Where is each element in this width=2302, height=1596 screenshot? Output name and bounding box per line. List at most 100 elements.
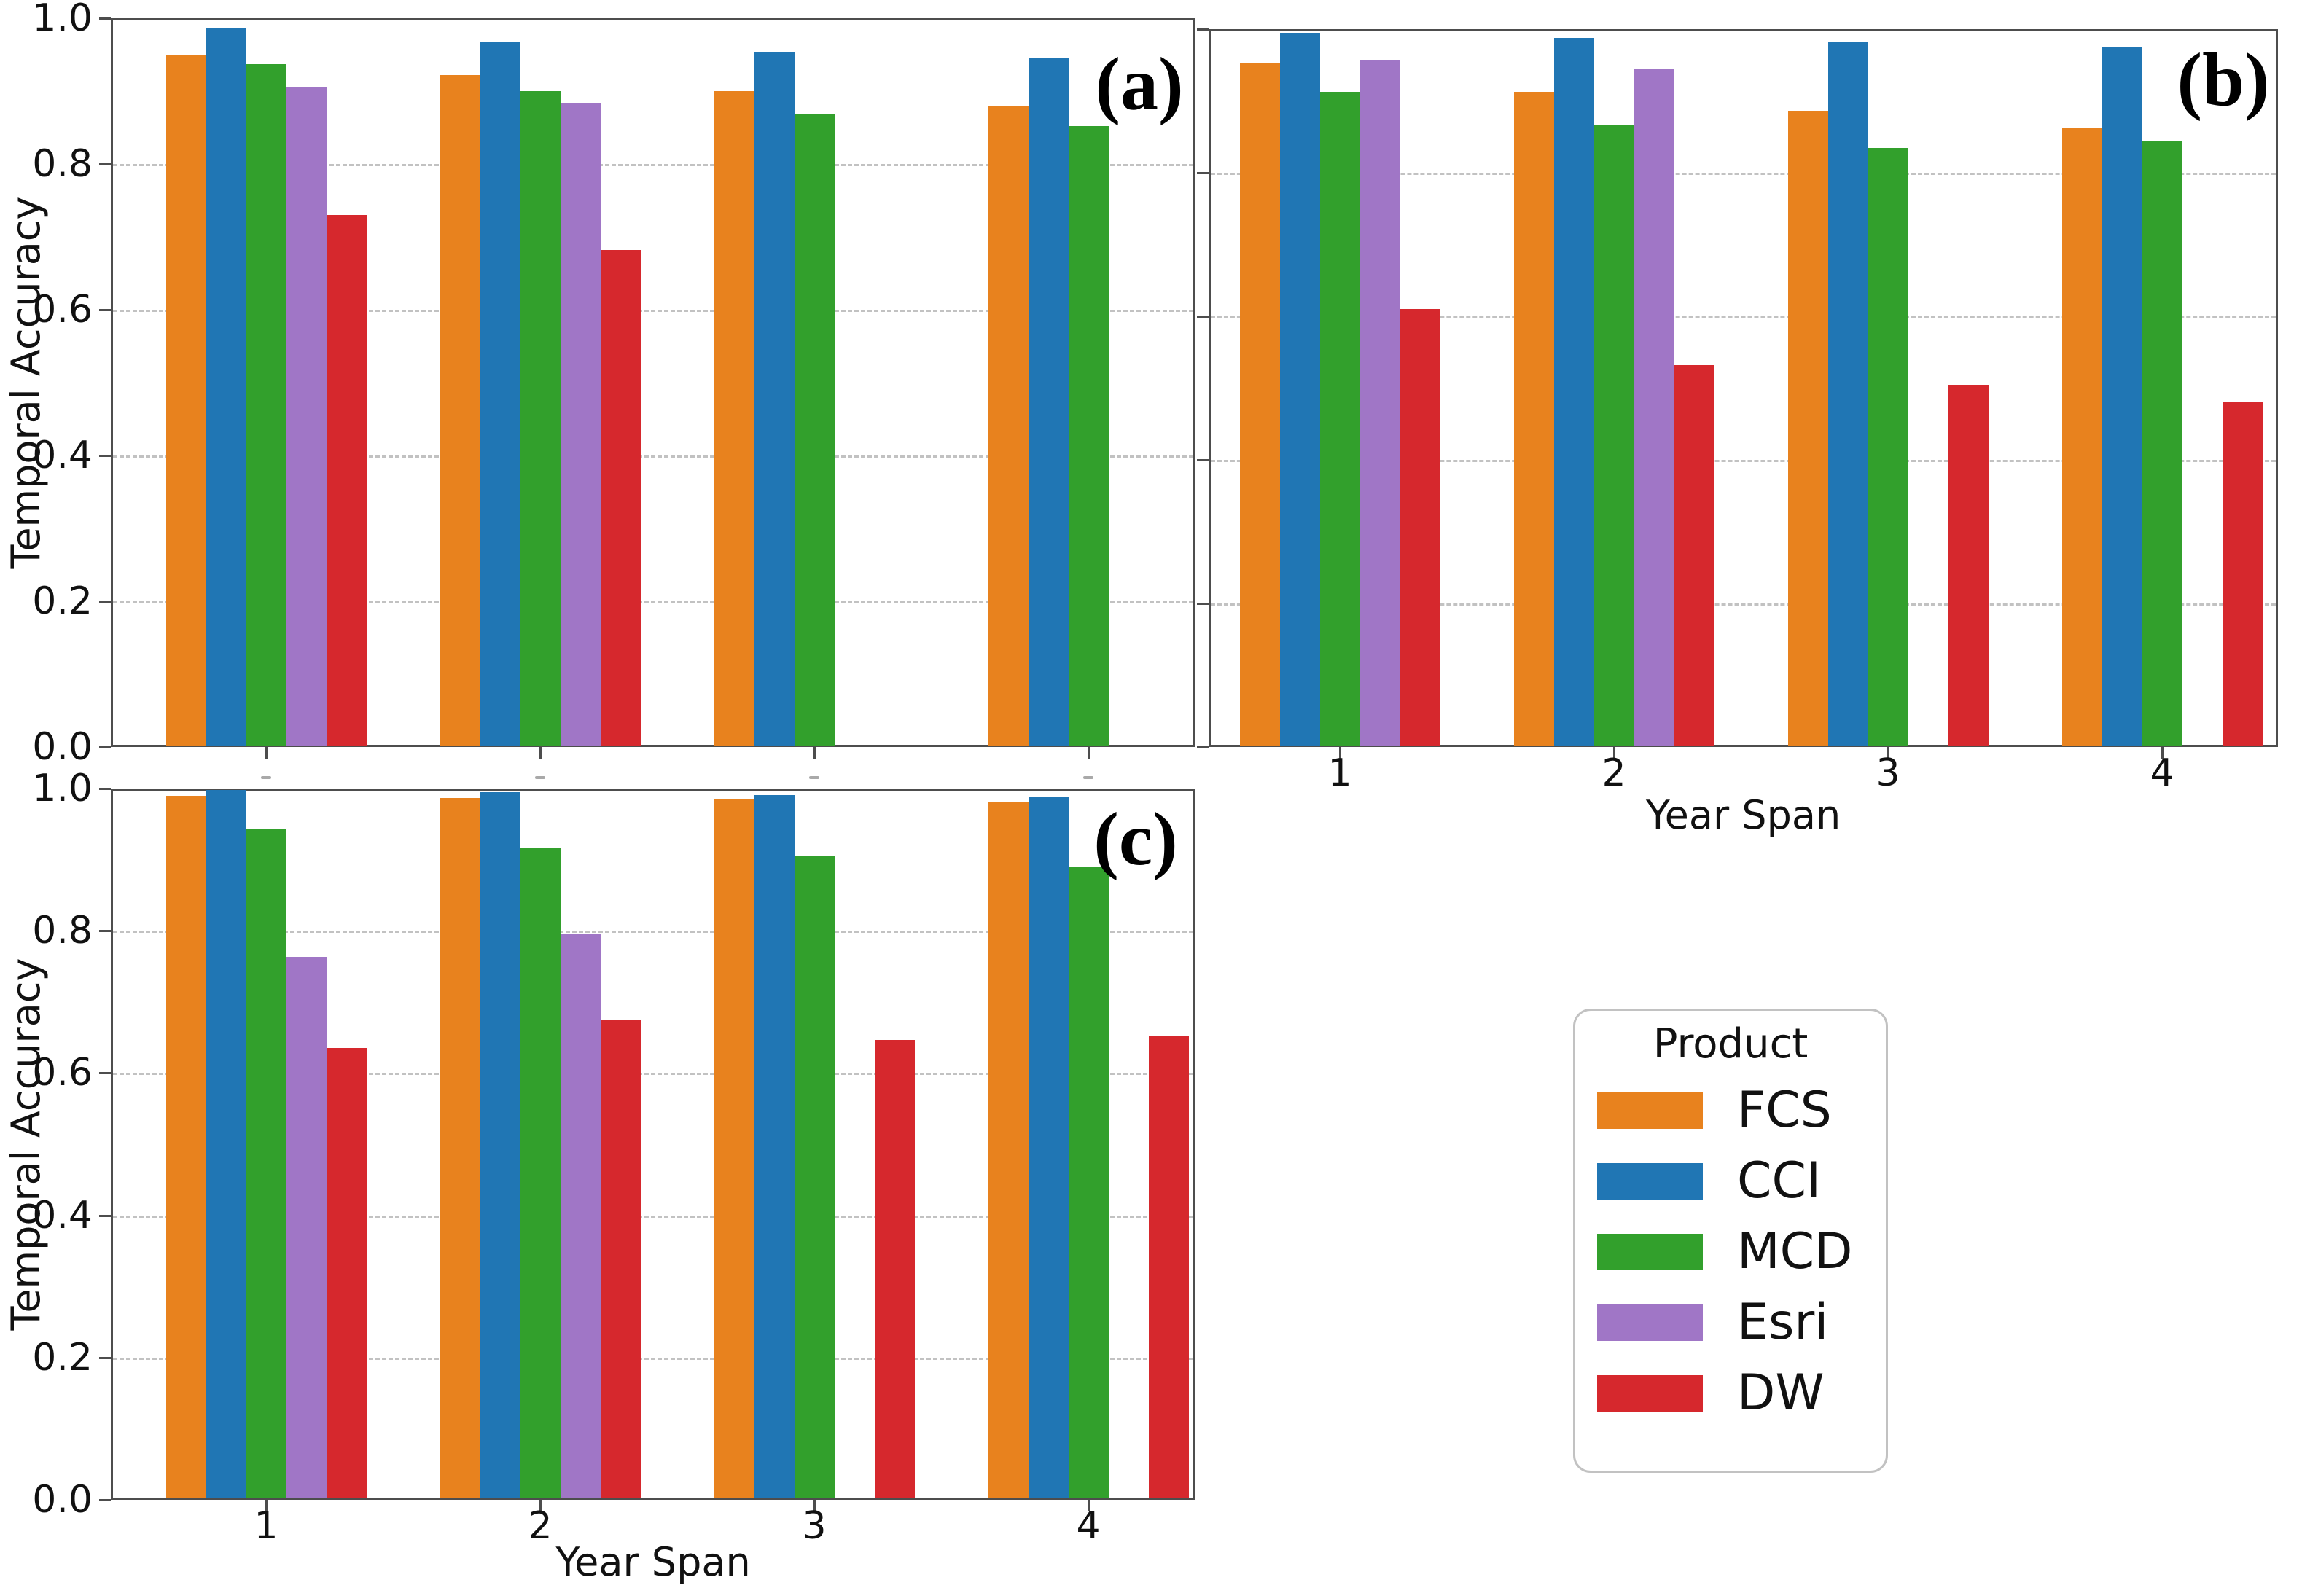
y-tickmark <box>99 1356 111 1359</box>
bar-a-2-fcs <box>440 75 480 746</box>
bar-c-4-mcd <box>1068 867 1109 1498</box>
y-tick-label: 0.8 <box>32 909 93 953</box>
legend-swatch-dw <box>1597 1375 1703 1412</box>
y-axis-label-a: Temporal Accuracy <box>3 196 49 569</box>
y-tick-label: 0.8 <box>32 142 93 186</box>
y-tickmark <box>99 1499 111 1501</box>
legend-label-dw: DW <box>1737 1364 1825 1422</box>
bar-a-1-dw <box>326 215 367 746</box>
panel-label-a: (a) <box>1095 42 1184 126</box>
bar-b-3-dw <box>1948 384 1989 746</box>
bar-b-2-cci <box>1553 37 1594 746</box>
bar-b-1-mcd <box>1319 91 1360 746</box>
gridline-0.8 <box>113 931 1193 934</box>
bar-a-3-fcs <box>714 91 754 746</box>
x-axis-label-c: Year Span <box>555 1539 751 1585</box>
bar-c-2-fcs <box>440 797 480 1498</box>
y-tick-label: 0.4 <box>32 434 93 477</box>
legend-label-cci: CCI <box>1737 1152 1822 1210</box>
y-tickmark <box>1197 28 1209 31</box>
bar-a-3-mcd <box>794 114 835 746</box>
legend-swatch-esri <box>1597 1304 1703 1341</box>
bar-b-4-dw <box>2222 402 2263 746</box>
gridline-0.2 <box>113 1357 1193 1360</box>
y-tick-label: 0.0 <box>32 725 93 769</box>
gridline-0.6 <box>1211 316 2276 318</box>
x-tickmark <box>1339 747 1341 759</box>
gridline-0.8 <box>1211 173 2276 175</box>
bar-c-4-dw <box>1148 1036 1189 1498</box>
x-axis-label-b: Year Span <box>1645 792 1841 838</box>
gridline-0.4 <box>113 1215 1193 1218</box>
bar-c-4-cci <box>1028 797 1069 1498</box>
x-tickmark <box>1613 747 1615 759</box>
legend-swatch-fcs <box>1597 1092 1703 1129</box>
x-tick-label: 1 <box>254 1504 278 1548</box>
panel-label-b: (b) <box>2177 38 2270 122</box>
bar-b-4-cci <box>2102 46 2142 746</box>
x-tick-label: 2 <box>1601 751 1626 795</box>
x-tick-artifact <box>261 776 271 779</box>
gridline-0.6 <box>113 1073 1193 1076</box>
bar-c-1-dw <box>326 1048 367 1498</box>
bar-c-4-fcs <box>988 801 1029 1498</box>
bar-b-3-mcd <box>1868 147 1908 746</box>
y-tickmark <box>1197 746 1209 748</box>
bar-c-1-esri <box>286 957 327 1498</box>
bar-a-3-cci <box>754 52 795 746</box>
legend-label-esri: Esri <box>1737 1294 1829 1351</box>
bar-c-1-mcd <box>246 829 286 1498</box>
x-tickmark <box>265 1500 268 1511</box>
bar-b-2-mcd <box>1593 125 1634 746</box>
x-tickmark <box>539 747 542 759</box>
y-tickmark <box>99 1214 111 1217</box>
bar-c-2-esri <box>560 934 601 1498</box>
y-tick-label: 0.2 <box>32 579 93 623</box>
gridline-0.4 <box>1211 460 2276 462</box>
y-tick-label: 0.2 <box>32 1335 93 1380</box>
bar-c-2-dw <box>600 1020 641 1498</box>
y-tick-label: 0.0 <box>32 1478 93 1522</box>
legend-title: Product <box>1653 1020 1809 1068</box>
x-tickmark <box>2161 747 2164 759</box>
bar-a-2-cci <box>480 42 520 746</box>
bar-c-3-fcs <box>714 799 754 1498</box>
x-tick-artifact <box>535 776 545 779</box>
bar-c-3-cci <box>754 794 795 1498</box>
y-tickmark <box>99 746 111 748</box>
bar-b-4-mcd <box>2142 141 2182 746</box>
bar-b-1-fcs <box>1239 63 1280 746</box>
x-tick-label: 4 <box>1076 1504 1101 1548</box>
y-tickmark <box>99 1072 111 1075</box>
x-tick-label: 3 <box>1876 751 1900 795</box>
legend-swatch-mcd <box>1597 1234 1703 1270</box>
y-tickmark <box>99 309 111 311</box>
y-tickmark <box>99 601 111 603</box>
bar-a-4-cci <box>1028 58 1069 746</box>
x-tickmark <box>813 747 816 759</box>
x-tick-artifact <box>1083 776 1093 779</box>
bar-c-1-cci <box>206 789 246 1498</box>
bar-b-1-cci <box>1279 32 1320 746</box>
bar-a-2-dw <box>600 250 641 746</box>
legend-label-fcs: FCS <box>1737 1081 1832 1139</box>
y-tick-label: 0.4 <box>32 1193 93 1237</box>
bar-c-3-dw <box>874 1039 915 1498</box>
y-tickmark <box>1197 172 1209 174</box>
x-tick-label: 2 <box>528 1504 553 1548</box>
y-tickmark <box>1197 459 1209 461</box>
bar-c-3-mcd <box>794 856 835 1498</box>
y-tick-label: 1.0 <box>32 0 93 40</box>
gridline-0.6 <box>113 310 1193 312</box>
y-tickmark <box>99 17 111 20</box>
y-tickmark <box>99 455 111 457</box>
x-tickmark <box>539 1500 542 1511</box>
x-tick-label: 1 <box>1327 751 1352 795</box>
bar-b-3-cci <box>1827 42 1868 746</box>
bar-b-1-esri <box>1359 60 1400 746</box>
bar-a-2-mcd <box>520 91 561 746</box>
bar-c-1-fcs <box>165 795 206 1498</box>
bar-b-1-dw <box>1400 309 1440 746</box>
x-tick-label: 3 <box>802 1504 827 1548</box>
